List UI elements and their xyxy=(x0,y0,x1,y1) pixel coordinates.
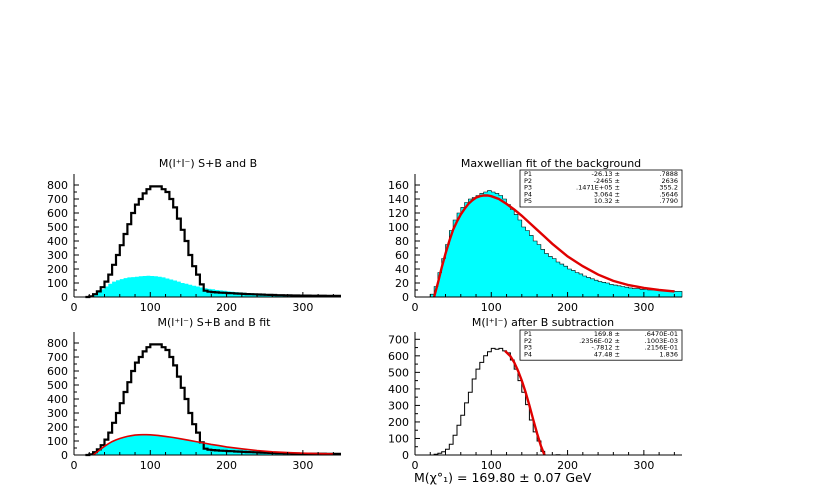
stat-param-name: P2 xyxy=(524,177,532,185)
stats-box: P1 169.8 ± .6470E-01 P2 .2356E-02 ± .1003E-03… xyxy=(519,329,683,361)
y-tick-label: 80 xyxy=(395,235,409,248)
stats-box: P1 -26.13 ± .7888 P2 -2465 ± 2636 P3 .1471E+05 … xyxy=(519,169,683,208)
y-tick-label: 700 xyxy=(47,193,68,206)
stat-param-value: 47.48 ± xyxy=(594,350,620,358)
x-tick-label: 200 xyxy=(216,459,237,472)
series-fit-curve xyxy=(504,350,546,456)
x-tick-label: 200 xyxy=(557,459,578,472)
y-tick-label: 120 xyxy=(388,207,409,220)
y-tick-label: 140 xyxy=(388,193,409,206)
y-tick-label: 500 xyxy=(388,366,409,379)
stat-param-value: -2465 ± xyxy=(594,177,620,185)
y-tick-label: 200 xyxy=(388,416,409,429)
stat-param-name: P3 xyxy=(524,184,532,192)
y-tick-label: 800 xyxy=(47,179,68,192)
x-tick-label: 300 xyxy=(292,459,313,472)
y-tick-label: 0 xyxy=(61,449,68,462)
y-tick-label: 300 xyxy=(47,249,68,262)
panel-sb-and-b-fit: M(l⁺l⁻) S+B and B fit 010020030040050060… xyxy=(47,316,341,472)
y-tick-label: 60 xyxy=(395,249,409,262)
y-tick-label: 600 xyxy=(388,350,409,363)
stat-param-value: .1471E+05 ± xyxy=(576,184,620,192)
x-tick-label: 300 xyxy=(633,459,654,472)
y-tick-label: 600 xyxy=(47,365,68,378)
series-s-line xyxy=(426,347,682,456)
stat-param-name: P3 xyxy=(524,344,532,352)
x-tick-label: 100 xyxy=(481,301,502,314)
mass-annotation: M(χ°₁) = 169.80 ± 0.07 GeV xyxy=(414,470,592,485)
x-tick-label: 100 xyxy=(140,459,161,472)
y-tick-label: 800 xyxy=(47,337,68,350)
series-b-fit-curve xyxy=(92,433,334,456)
y-tick-label: 500 xyxy=(47,221,68,234)
x-tick-label: 0 xyxy=(412,459,419,472)
y-tick-label: 200 xyxy=(47,421,68,434)
x-tick-label: 300 xyxy=(633,301,654,314)
panel-after-b-subtraction: M(l⁺l⁻) after B subtraction 0 100 200 300 40… xyxy=(388,316,683,485)
x-tick-label: 0 xyxy=(412,301,419,314)
x-tick-label: 100 xyxy=(481,459,502,472)
stat-param-name: P1 xyxy=(524,170,532,178)
stat-param-error: .5646 xyxy=(659,190,678,198)
series-b-fill xyxy=(85,275,342,297)
y-tick-label: 400 xyxy=(47,235,68,248)
x-tick-label: 100 xyxy=(140,301,161,314)
y-tick-label: 0 xyxy=(402,449,409,462)
y-tick-label: 700 xyxy=(47,351,68,364)
y-tick-label: 40 xyxy=(395,263,409,276)
stat-param-error: .2156E-01 xyxy=(645,344,678,352)
stat-param-error: .7790 xyxy=(659,197,678,205)
stat-param-name: P4 xyxy=(524,190,532,198)
y-tick-label: 160 xyxy=(388,179,409,192)
y-tick-label: 700 xyxy=(388,333,409,346)
panel-title: M(l⁺l⁻) S+B and B xyxy=(159,157,257,170)
stat-param-error: .1003E-03 xyxy=(645,337,678,345)
y-tick-label: 100 xyxy=(47,277,68,290)
series-fit-curve xyxy=(432,194,675,298)
stat-param-name: P4 xyxy=(524,350,532,358)
y-tick-label: 100 xyxy=(388,221,409,234)
y-tick-label: 300 xyxy=(47,407,68,420)
stat-param-value: 3.064 ± xyxy=(594,190,620,198)
panel-title: Maxwellian fit of the background xyxy=(461,157,641,170)
stats-box-frame xyxy=(519,169,683,208)
x-tick-label: 200 xyxy=(557,301,578,314)
y-tick-label: 100 xyxy=(47,435,68,448)
x-tick-label: 200 xyxy=(216,301,237,314)
stat-param-value: -.7812 ± xyxy=(592,344,620,352)
stat-param-value: 169.8 ± xyxy=(594,330,620,338)
y-tick-label: 400 xyxy=(388,383,409,396)
stats-box-frame xyxy=(519,329,683,361)
series-b-fill xyxy=(426,190,683,298)
stat-param-name: P2 xyxy=(524,337,532,345)
y-tick-label: 400 xyxy=(47,393,68,406)
panel-sb-and-b: M(l⁺l⁻) S+B and B 0100200300400500600700… xyxy=(47,157,342,314)
stat-param-value: 10.32 ± xyxy=(594,197,620,205)
y-tick-label: 600 xyxy=(47,207,68,220)
stat-param-error: 2636 xyxy=(661,177,678,185)
stat-param-value: -26.13 ± xyxy=(592,170,620,178)
x-tick-label: 300 xyxy=(292,301,313,314)
series-s-b-line xyxy=(85,185,341,299)
panel-maxwellian-fit: Maxwellian fit of the background 0204060… xyxy=(388,157,683,314)
stat-param-value: .2356E-02 ± xyxy=(579,337,620,345)
y-tick-label: 100 xyxy=(388,432,409,445)
x-tick-label: 0 xyxy=(71,459,78,472)
x-tick-label: 0 xyxy=(71,301,78,314)
y-tick-label: 0 xyxy=(61,291,68,304)
stat-param-name: P1 xyxy=(524,330,532,338)
y-tick-label: 200 xyxy=(47,263,68,276)
panel-title: M(l⁺l⁻) S+B and B fit xyxy=(157,316,271,329)
stat-param-error: .6470E-01 xyxy=(645,330,678,338)
y-tick-label: 500 xyxy=(47,379,68,392)
stat-param-error: .7888 xyxy=(659,170,678,178)
panel-title: M(l⁺l⁻) after B subtraction xyxy=(472,316,614,329)
stat-param-error: 1.836 xyxy=(659,350,678,358)
y-tick-label: 0 xyxy=(402,291,409,304)
stat-param-error: 355.2 xyxy=(659,184,678,192)
y-tick-label: 20 xyxy=(395,277,409,290)
stat-param-name: P5 xyxy=(524,197,532,205)
y-tick-label: 300 xyxy=(388,399,409,412)
